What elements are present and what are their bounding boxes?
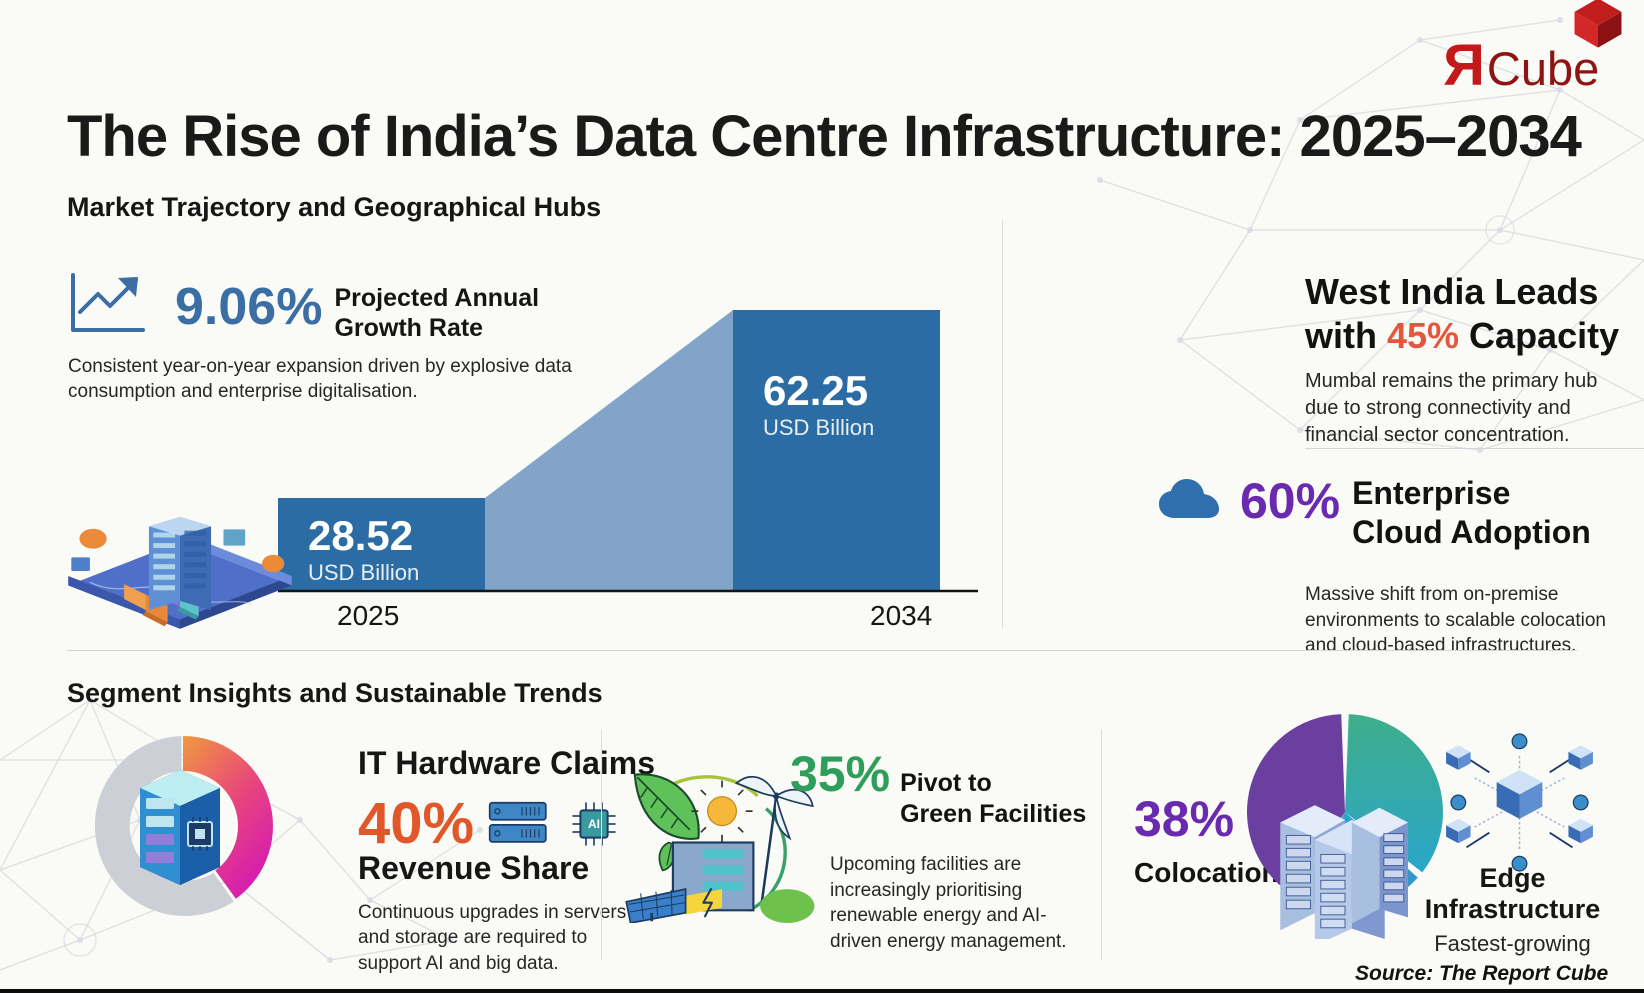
- svg-text:USD Billion: USD Billion: [763, 415, 874, 440]
- svg-text:62.25: 62.25: [763, 367, 868, 414]
- svg-text:28.52: 28.52: [308, 512, 413, 559]
- svg-text:USD Billion: USD Billion: [308, 560, 419, 585]
- svg-text:AI: AI: [588, 817, 600, 831]
